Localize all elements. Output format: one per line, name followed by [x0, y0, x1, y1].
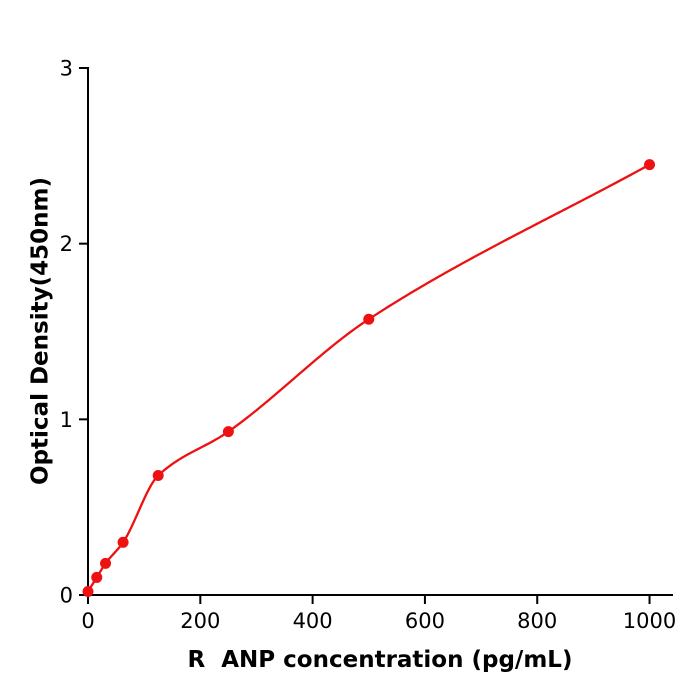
- x-tick-label: 400: [293, 609, 333, 633]
- x-tick-label: 0: [81, 609, 94, 633]
- y-axis-title: Optical Density(450nm): [27, 177, 54, 485]
- y-tick-label: 0: [60, 584, 73, 608]
- axes: 0 200 400 600 800 1000 0 1 2 3: [60, 57, 677, 633]
- data-point: [222, 426, 234, 438]
- x-tick-label: 200: [180, 609, 220, 633]
- y-tick-label: 3: [60, 57, 73, 81]
- x-tick-label: 1000: [623, 609, 676, 633]
- x-tick-label: 600: [405, 609, 445, 633]
- data-point: [644, 159, 656, 171]
- x-tick-label: 800: [517, 609, 557, 633]
- data-point: [91, 571, 103, 583]
- data-point: [82, 585, 94, 597]
- data-point: [117, 536, 129, 548]
- data-point: [152, 470, 164, 482]
- data-point: [363, 313, 375, 325]
- data-point: [100, 557, 112, 569]
- data-point-layer: [82, 159, 656, 597]
- fit-curve-layer: [86, 163, 651, 593]
- y-tick-label: 1: [60, 408, 73, 432]
- fit-curve: [86, 163, 651, 593]
- y-tick-label: 2: [60, 232, 73, 256]
- x-axis-title: R ANP concentration (pg/mL): [187, 647, 573, 673]
